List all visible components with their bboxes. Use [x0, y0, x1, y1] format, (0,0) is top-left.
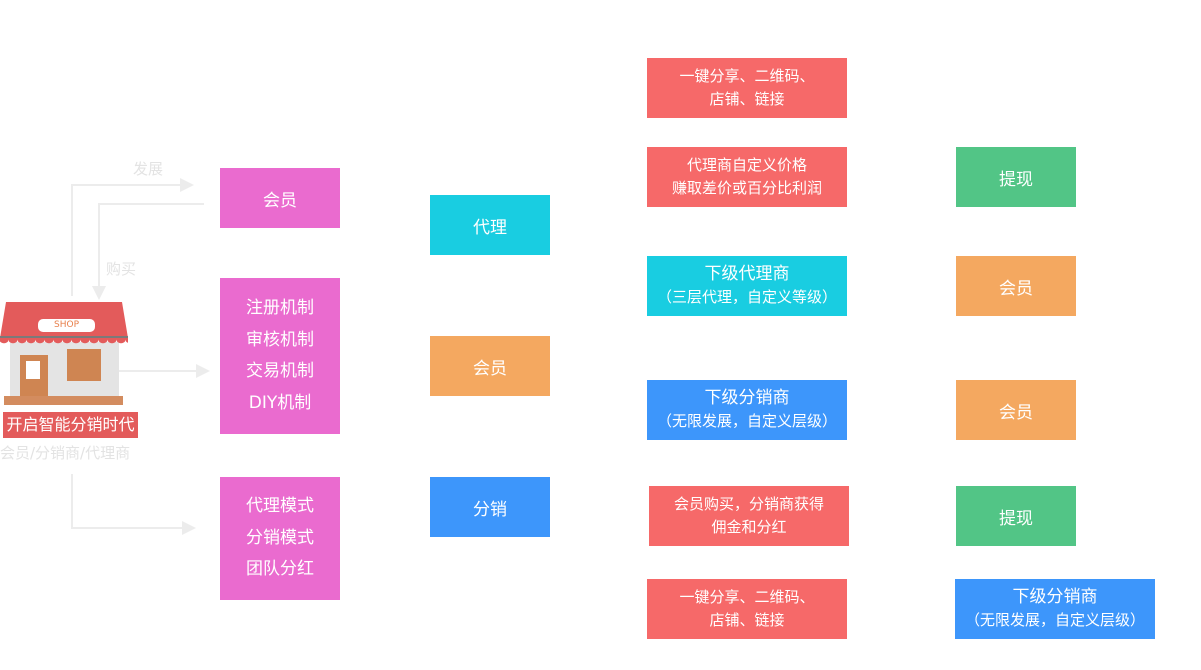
member-label: 会员	[999, 278, 1033, 299]
member-label: 会员	[999, 402, 1033, 423]
shop-sign: SHOP	[38, 319, 95, 332]
connector-mechanism	[118, 370, 200, 372]
agent-label: 代理	[473, 217, 507, 238]
distribution-box: 分销	[430, 477, 550, 537]
modes-box: 代理模式 分销模式 团队分红	[220, 477, 340, 600]
box-line: 一键分享、二维码、	[679, 588, 815, 606]
member-label: 会员	[473, 358, 507, 379]
mode-item: 分销模式	[246, 527, 314, 548]
box-line: （三层代理，自定义等级）	[656, 288, 837, 306]
arrow-icon	[92, 286, 106, 300]
member-box: 会员	[956, 256, 1076, 316]
box-line: 店铺、链接	[709, 90, 785, 108]
mode-item: 代理模式	[246, 496, 314, 517]
mode-item: 团队分红	[246, 559, 314, 580]
box-title: 下级分销商	[704, 388, 790, 408]
withdraw-label: 提现	[999, 508, 1033, 529]
connector-develop	[71, 184, 186, 186]
mechanism-item: 交易机制	[246, 361, 314, 381]
mechanisms-box: 注册机制 审核机制 交易机制 DIY机制	[220, 278, 340, 434]
box-line: 代理商自定义价格	[686, 156, 807, 174]
box-title: 下级分销商	[1012, 587, 1098, 607]
buy-label: 购买	[106, 260, 137, 278]
sub-agent-box: 下级代理商 （三层代理，自定义等级）	[647, 256, 847, 316]
connector-develop	[71, 184, 73, 296]
withdraw-box: 提现	[956, 147, 1076, 207]
sub-distributor-box: 下级分销商 （无限发展，自定义层级）	[955, 579, 1155, 639]
connector-mode	[71, 527, 186, 529]
connector-mode	[71, 474, 73, 529]
withdraw-box: 提现	[956, 486, 1076, 546]
arrow-icon	[196, 364, 210, 378]
roles-label: 会员/分销商/代理商	[0, 444, 131, 462]
box-line: 佣金和分红	[711, 518, 787, 536]
mechanism-item: 审核机制	[246, 329, 314, 350]
slogan-banner: 开启智能分销时代	[3, 412, 138, 438]
mechanism-item: DIY机制	[248, 392, 312, 413]
connector-buy	[98, 203, 100, 291]
box-line: 店铺、链接	[709, 611, 785, 629]
distribution-label: 分销	[473, 499, 507, 520]
custom-price-box: 代理商自定义价格 赚取差价或百分比利润	[647, 147, 847, 207]
shop-icon: SHOP	[0, 302, 128, 406]
withdraw-label: 提现	[999, 169, 1033, 190]
mechanism-item: 注册机制	[246, 298, 314, 318]
box-line: （无限发展，自定义层级）	[656, 412, 837, 430]
arrow-icon	[182, 521, 196, 535]
member-box: 会员	[430, 336, 550, 396]
agent-box: 代理	[430, 195, 550, 255]
arrow-icon	[180, 178, 194, 192]
member-label: 会员	[263, 190, 297, 211]
member-box: 会员	[956, 380, 1076, 440]
box-line: 一键分享、二维码、	[679, 67, 815, 85]
develop-label: 发展	[133, 160, 164, 178]
share-box: 一键分享、二维码、 店铺、链接	[647, 58, 847, 118]
box-title: 下级代理商	[704, 264, 790, 284]
connector-buy	[98, 203, 204, 205]
member-box: 会员	[220, 168, 340, 228]
sub-distributor-box: 下级分销商 （无限发展，自定义层级）	[647, 380, 847, 440]
share-box: 一键分享、二维码、 店铺、链接	[647, 579, 847, 639]
box-line: 赚取差价或百分比利润	[671, 179, 822, 197]
box-line: 会员购买，分销商获得	[673, 495, 824, 513]
box-line: （无限发展，自定义层级）	[964, 611, 1145, 629]
commission-box: 会员购买，分销商获得 佣金和分红	[649, 486, 849, 546]
